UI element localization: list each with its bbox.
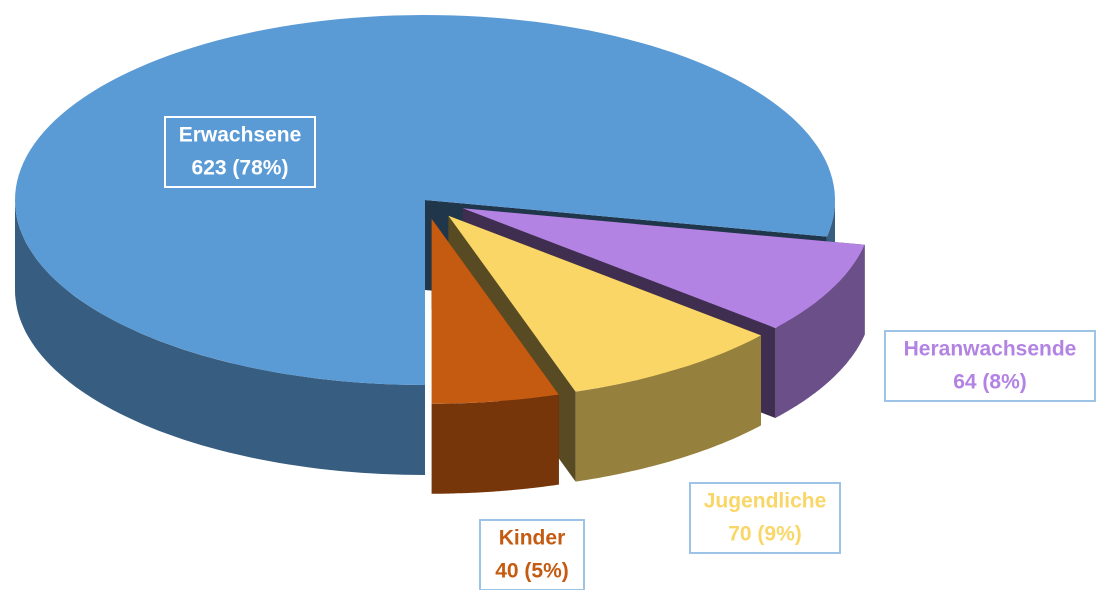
slice-side (15, 200, 425, 475)
slice (431, 218, 559, 404)
slice-side (575, 335, 761, 482)
value-label: 40 (5%) (495, 560, 569, 583)
data-label-box (164, 116, 316, 188)
value-label: 623 (78%) (192, 157, 289, 180)
slice-side (431, 394, 559, 494)
category-label: Jugendliche (704, 490, 827, 513)
data-label-box (479, 519, 585, 590)
category-label: Heranwachsende (904, 338, 1077, 361)
data-label-box (689, 482, 841, 554)
value-label: 70 (9%) (728, 523, 802, 546)
slice-side (775, 244, 865, 418)
slice (462, 208, 865, 328)
slice (15, 15, 835, 385)
data-label-box (884, 330, 1096, 402)
category-label: Kinder (499, 527, 566, 550)
category-label: Erwachsene (179, 124, 302, 147)
slice (448, 215, 761, 392)
value-label: 64 (8%) (953, 371, 1027, 394)
